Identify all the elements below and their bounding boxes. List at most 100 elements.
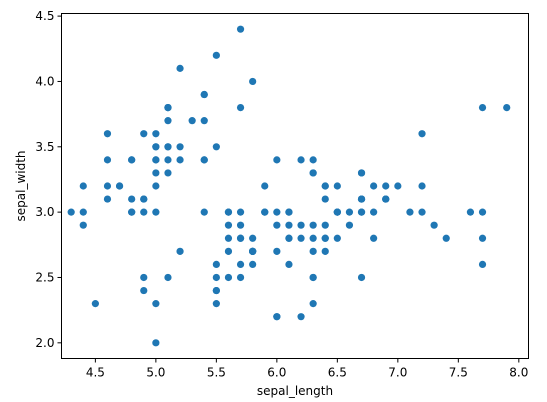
data-point bbox=[285, 234, 293, 242]
data-points bbox=[67, 25, 511, 347]
data-point bbox=[297, 234, 305, 242]
y-tick-label: 3.5 bbox=[35, 140, 54, 154]
data-point bbox=[309, 247, 317, 255]
data-point bbox=[236, 234, 245, 242]
x-tick-label: 6.5 bbox=[328, 366, 347, 380]
data-point bbox=[357, 208, 366, 216]
data-point bbox=[164, 156, 172, 164]
data-point bbox=[249, 260, 257, 269]
data-point bbox=[188, 117, 196, 125]
data-point bbox=[418, 182, 426, 190]
data-point bbox=[79, 221, 87, 229]
data-point bbox=[212, 51, 220, 59]
y-axis-ticks: 2.0 2.5 3.0 3.5 4.0 4.5 bbox=[35, 9, 62, 350]
x-tick-label: 6.0 bbox=[267, 366, 286, 380]
data-point bbox=[140, 273, 148, 282]
data-point bbox=[164, 273, 172, 282]
data-point bbox=[333, 182, 341, 190]
data-point bbox=[503, 103, 511, 112]
data-point bbox=[224, 234, 233, 242]
data-point bbox=[176, 143, 184, 151]
data-point bbox=[224, 208, 233, 216]
data-point bbox=[200, 208, 208, 216]
data-point bbox=[309, 234, 317, 242]
data-point bbox=[152, 208, 160, 216]
data-point bbox=[140, 286, 148, 295]
data-point bbox=[236, 25, 245, 33]
data-point bbox=[333, 208, 341, 216]
data-point bbox=[285, 260, 293, 269]
data-point bbox=[285, 208, 293, 216]
data-point bbox=[140, 130, 148, 138]
data-point bbox=[176, 247, 184, 255]
data-point bbox=[212, 143, 220, 151]
data-point bbox=[91, 300, 99, 308]
data-point bbox=[309, 156, 317, 164]
data-point bbox=[128, 156, 136, 164]
data-point bbox=[297, 156, 305, 164]
data-point bbox=[406, 208, 414, 216]
data-point bbox=[333, 234, 341, 242]
data-point bbox=[212, 300, 220, 308]
data-point bbox=[321, 195, 329, 203]
data-point bbox=[128, 195, 136, 203]
data-point bbox=[273, 221, 281, 229]
x-tick-label: 8.0 bbox=[509, 366, 528, 380]
data-point bbox=[418, 130, 426, 138]
data-point bbox=[164, 143, 172, 151]
data-point bbox=[273, 156, 281, 164]
x-tick-label: 7.0 bbox=[388, 366, 407, 380]
data-point bbox=[212, 286, 220, 295]
data-point bbox=[309, 221, 317, 229]
data-point bbox=[321, 182, 329, 190]
data-point bbox=[382, 182, 390, 190]
data-point bbox=[370, 208, 378, 216]
data-point bbox=[370, 234, 378, 242]
data-point bbox=[212, 260, 220, 269]
x-tick-label: 5.0 bbox=[146, 366, 165, 380]
data-point bbox=[224, 273, 233, 282]
data-point bbox=[321, 247, 329, 255]
data-point bbox=[236, 260, 245, 269]
data-point bbox=[152, 130, 160, 138]
y-tick-label: 4.5 bbox=[35, 9, 54, 23]
data-point bbox=[418, 208, 426, 216]
data-point bbox=[128, 208, 136, 216]
data-point bbox=[236, 103, 245, 112]
data-point bbox=[261, 208, 269, 216]
data-point bbox=[309, 169, 317, 177]
data-point bbox=[152, 182, 160, 190]
data-point bbox=[152, 339, 160, 347]
data-point bbox=[152, 300, 160, 308]
data-point bbox=[164, 103, 172, 112]
data-point bbox=[200, 90, 208, 99]
data-point bbox=[176, 64, 184, 72]
plot-frame bbox=[61, 13, 529, 359]
data-point bbox=[67, 208, 75, 216]
data-point bbox=[236, 208, 245, 216]
data-point bbox=[297, 221, 305, 229]
data-point bbox=[212, 273, 220, 282]
data-point bbox=[345, 221, 354, 229]
data-point bbox=[478, 103, 487, 112]
data-point bbox=[79, 182, 87, 190]
y-tick-label: 2.5 bbox=[35, 270, 54, 284]
data-point bbox=[357, 195, 366, 203]
data-point bbox=[478, 260, 487, 269]
data-point bbox=[236, 221, 245, 229]
data-point bbox=[273, 208, 281, 216]
x-tick-label: 5.5 bbox=[207, 366, 226, 380]
data-point bbox=[164, 117, 172, 125]
data-point bbox=[442, 234, 450, 242]
x-axis-ticks: 4.5 5.0 5.5 6.0 6.5 7.0 7.5 8.0 bbox=[86, 358, 528, 380]
data-point bbox=[152, 143, 160, 151]
data-point bbox=[249, 247, 257, 255]
data-point bbox=[357, 273, 366, 282]
data-point bbox=[140, 208, 148, 216]
data-point bbox=[382, 195, 390, 203]
data-point bbox=[236, 273, 245, 282]
data-point bbox=[152, 169, 160, 177]
data-point bbox=[370, 182, 378, 190]
data-point bbox=[466, 208, 475, 216]
